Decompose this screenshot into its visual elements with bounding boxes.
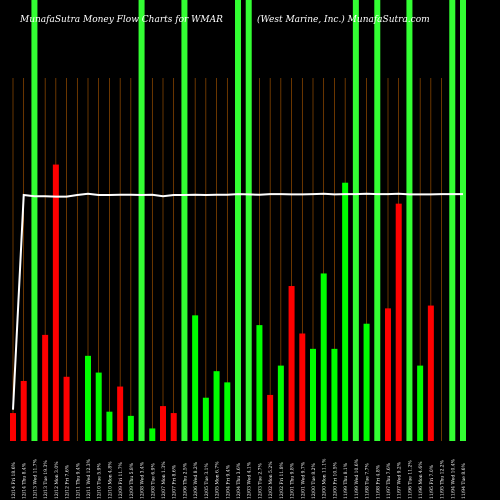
bar-13 (149, 428, 156, 441)
x-tick-label: 11/94 Tue 8.6% (461, 462, 467, 499)
x-tick-label: 11/99 Wed 10.6% (354, 458, 360, 499)
session-highlight (245, 0, 252, 441)
x-tick-label: 12/08 Tue 6.9% (150, 462, 156, 499)
x-tick-label: 11/97 Thu 7.6% (386, 462, 392, 499)
bar-layer (10, 164, 434, 442)
bar-39 (427, 305, 434, 441)
bar-24 (267, 394, 274, 441)
bar-7 (85, 355, 91, 441)
x-tick-label: 12/06 Thu 2.5% (182, 462, 188, 499)
x-tick-label: 12/13 Wed 11.7% (32, 458, 38, 499)
bar-38 (417, 365, 424, 441)
session-highlight (460, 0, 466, 441)
x-tick-label: 12/12 Fri 7.6% (65, 464, 71, 499)
x-tick-label: 12/10 Tue 5.9% (97, 462, 103, 499)
x-tick-label: 12/03 Wed 4.1% (247, 461, 253, 499)
bar-29 (320, 273, 327, 441)
session-highlight (138, 0, 145, 441)
x-tick-label: 11/97 Wed 9.2% (397, 461, 403, 499)
session-highlight (235, 0, 241, 441)
line-layer (12, 192, 463, 410)
bar-5 (63, 376, 70, 441)
x-tick-label: 12/02 Mon 5.2% (268, 461, 274, 499)
x-tick-label: 11/96 Mon 4.6% (418, 461, 424, 499)
x-tick-label: 12/00 Fri 10.5% (332, 461, 338, 499)
x-tick-label: 11/96 Tue 11.2% (407, 460, 413, 499)
bar-26 (288, 286, 295, 441)
bar-23 (256, 325, 263, 441)
bar-14 (160, 406, 166, 441)
x-tick-label: 12/14 Fri 18.6% (11, 461, 17, 499)
x-tick-label: 12/11 Thu 9.4% (75, 462, 81, 499)
bar-1 (20, 380, 27, 441)
bar-15 (170, 413, 177, 441)
bar-30 (331, 348, 338, 441)
x-tick-label: 11/98 Fri 4.8% (375, 464, 381, 499)
x-tick-label: 12/05 Tue 3.1% (204, 462, 210, 499)
bar-3 (42, 334, 49, 441)
x-tick-label: 12/04 Fri 9.4% (225, 464, 231, 499)
x-tick-label: 12/02 Fri 11.8% (279, 461, 285, 499)
x-tick-label: 11/94 Wed 10.4% (450, 458, 456, 499)
bar-35 (385, 308, 391, 441)
session-highlight (374, 0, 381, 441)
bar-33 (363, 323, 370, 441)
x-tick-label: 12/12 Mon 3.0% (54, 461, 60, 499)
bar-0 (10, 413, 16, 441)
bar-20 (224, 382, 231, 441)
bar-25 (277, 365, 284, 441)
chart-title-left: MunafaSutra Money Flow Charts for WMAR (19, 15, 223, 25)
bar-19 (213, 371, 220, 441)
x-tick-label: 12/00 Mon 11.1% (322, 458, 328, 499)
bar-10 (117, 386, 124, 441)
x-tick-label: 11/95 Fri 7.0% (429, 464, 435, 499)
bar-9 (106, 411, 113, 441)
x-tick-label: 12/11 Wed 12.3% (86, 458, 92, 499)
x-tick-label: 12/06 Wed 8.2% (193, 461, 199, 499)
x-tick-label: 11/95 Thu 12.2% (440, 459, 446, 499)
bar-31 (342, 182, 349, 441)
x-tick-label: 12/08 Wed 3.4% (140, 461, 146, 499)
x-tick-label: 12/14 Thu 8.4% (22, 462, 28, 499)
bar-4 (52, 164, 59, 442)
session-highlight (181, 0, 188, 441)
x-tick-label: 12/13 Tue 19.3% (43, 460, 49, 499)
x-tick-label: 12/00 Tue 8.2% (311, 462, 317, 499)
price-line (12, 192, 463, 410)
x-tick-label: 12/07 Mon 1.3% (161, 461, 167, 499)
x-tick-label: 11/99 Thu 8.1% (343, 462, 349, 499)
x-tick-label: 12/10 Mon 4.8% (107, 461, 113, 499)
bar-11 (127, 415, 134, 441)
x-tick-label: 12/01 Wed 9.7% (300, 461, 306, 499)
bar-36 (395, 203, 402, 441)
highlight-layer (31, 0, 466, 441)
x-tick-label: 12/05 Mon 6.7% (215, 461, 221, 499)
bar-28 (310, 348, 316, 441)
x-tick-label: 12/07 Fri 8.6% (172, 464, 178, 499)
session-highlight (449, 0, 456, 441)
session-highlight (406, 0, 413, 441)
x-tick-label: 12/03 Tue 2.7% (257, 462, 263, 499)
bar-8 (95, 372, 102, 441)
x-tick-label: 12/09 Fri 11.7% (118, 461, 124, 499)
bar-17 (192, 315, 199, 441)
x-tick-label: 12/04 Thu 3.6% (236, 462, 242, 499)
session-highlight (352, 0, 359, 441)
tick-layer: 12/14 Fri 18.6% 12/14 Thu 8.4% 12/13 Wed 1… (11, 458, 467, 499)
x-tick-label: 12/01 Thu 9.8% (290, 462, 296, 499)
x-tick-label: 12/09 Thu 5.8% (129, 462, 135, 499)
bar-18 (202, 397, 209, 441)
chart-title-right: (West Marine, Inc.) MunafaSutra.com (257, 14, 430, 25)
bar-27 (299, 333, 306, 441)
x-tick-label: 11/98 Tue 7.7% (365, 462, 371, 499)
session-highlight (31, 0, 38, 441)
